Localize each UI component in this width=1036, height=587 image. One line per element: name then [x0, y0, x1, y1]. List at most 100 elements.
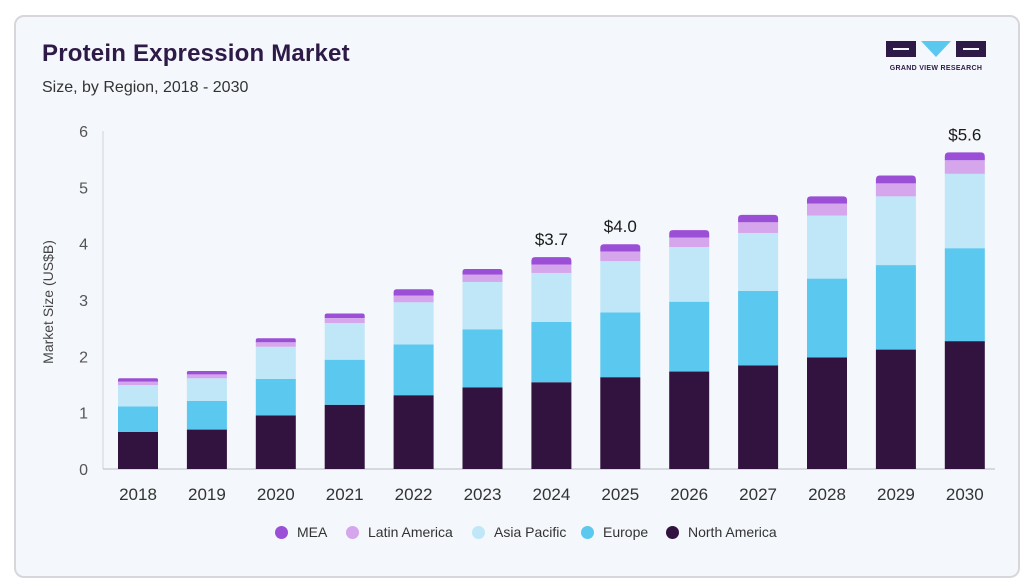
bar-segment-asia-pacific — [393, 302, 434, 345]
bar-segment-north-america — [875, 349, 916, 469]
bar-segment-latin-america — [255, 342, 296, 347]
bar-segment-mea — [875, 175, 916, 184]
x-tick-label: 2024 — [532, 485, 570, 504]
bar-segment-north-america — [944, 341, 985, 469]
bar-segment-europe — [875, 265, 916, 350]
bar-segment-asia-pacific — [118, 385, 158, 407]
bar-segment-asia-pacific — [944, 173, 985, 249]
legend-label: Latin America — [368, 524, 453, 540]
brand-name: GRAND VIEW RESEARCH — [889, 65, 983, 72]
bar-segment-asia-pacific — [600, 261, 641, 313]
bar-segment-asia-pacific — [186, 378, 227, 401]
bar-segment-latin-america — [186, 374, 227, 379]
grand-view-research-logo — [886, 41, 986, 57]
bar-segment-mea — [738, 214, 779, 223]
bar-segment-europe — [738, 290, 779, 366]
chart-title: Protein Expression Market — [42, 40, 350, 67]
x-tick-label: 2020 — [257, 485, 295, 504]
bar-segment-europe — [600, 312, 641, 378]
x-tick-label: 2025 — [601, 485, 639, 504]
y-tick-label: 1 — [79, 406, 88, 423]
bar-segment-asia-pacific — [531, 272, 572, 322]
bar-segment-asia-pacific — [807, 215, 847, 279]
y-tick-label: 3 — [79, 293, 88, 310]
bar-segment-north-america — [255, 415, 296, 469]
chart-card — [14, 15, 1020, 578]
x-tick-label: 2019 — [188, 485, 226, 504]
x-tick-label: 2021 — [326, 485, 364, 504]
bar-segment-north-america — [186, 429, 227, 469]
legend-swatch — [581, 525, 594, 539]
legend-swatch — [275, 525, 288, 539]
bar-segment-north-america — [531, 382, 572, 469]
data-label: $4.0 — [604, 217, 637, 236]
legend-swatch — [472, 525, 485, 539]
bar-segment-asia-pacific — [462, 281, 503, 330]
bar-segment-europe — [393, 344, 434, 396]
bar-segment-mea — [324, 313, 365, 319]
bar-segment-latin-america — [118, 381, 158, 386]
data-label: $5.6 — [948, 125, 981, 144]
data-label: $3.7 — [535, 230, 568, 249]
bar-segment-asia-pacific — [875, 196, 916, 266]
x-tick-label: 2023 — [464, 485, 502, 504]
legend-swatch — [346, 525, 359, 539]
y-tick-label: 0 — [79, 462, 88, 479]
legend-item-asia-pacific: Asia Pacific — [472, 524, 566, 540]
x-tick-label: 2022 — [395, 485, 433, 504]
bar-segment-north-america — [393, 395, 434, 469]
bar-segment-north-america — [600, 377, 641, 469]
bar-segment-latin-america — [944, 160, 985, 174]
bar-segment-mea — [462, 269, 503, 275]
chart-subtitle: Size, by Region, 2018 - 2030 — [42, 79, 249, 96]
bar-segment-europe — [255, 378, 296, 416]
bar-segment-asia-pacific — [324, 323, 365, 360]
bar-segment-mea — [531, 257, 572, 265]
bar-segment-asia-pacific — [255, 346, 296, 379]
bar-segment-mea — [944, 152, 985, 161]
y-tick-label: 4 — [79, 237, 88, 254]
y-tick-label: 5 — [79, 180, 88, 197]
bar-segment-north-america — [462, 387, 503, 469]
legend-item-europe: Europe — [581, 524, 648, 540]
x-tick-label: 2029 — [877, 485, 915, 504]
legend-label: Europe — [603, 524, 649, 540]
legend-label: Asia Pacific — [494, 524, 567, 540]
y-tick-label: 6 — [79, 124, 88, 141]
bar-segment-latin-america — [600, 251, 641, 262]
bar-segment-latin-america — [531, 264, 572, 273]
bar-segment-north-america — [669, 371, 710, 469]
legend-label: North America — [688, 524, 777, 540]
bar-segment-europe — [944, 248, 985, 342]
bar-segment-latin-america — [807, 203, 847, 216]
y-axis-label: Market Size (US$B) — [40, 240, 56, 364]
bar-segment-north-america — [118, 431, 158, 469]
bar-segment-mea — [186, 370, 227, 375]
bar-segment-latin-america — [738, 222, 779, 233]
bar-segment-north-america — [324, 404, 365, 469]
bar-segment-latin-america — [324, 318, 365, 324]
chart-legend: MEA Latin America Asia Pacific Europe North … — [0, 524, 1036, 546]
bar-segment-europe — [807, 278, 847, 358]
bar-segment-north-america — [738, 365, 779, 469]
bar-segment-asia-pacific — [738, 232, 779, 291]
legend-item-mea: MEA — [275, 524, 327, 540]
legend-item-latin-america: Latin America — [346, 524, 453, 540]
bar-segment-europe — [186, 400, 227, 430]
x-tick-label: 2030 — [946, 485, 984, 504]
bar-segment-latin-america — [462, 274, 503, 282]
y-tick-label: 2 — [79, 349, 88, 366]
bar-segment-mea — [255, 338, 296, 343]
logo-chevron — [921, 41, 951, 57]
bar-segment-north-america — [807, 357, 847, 469]
bar-segment-europe — [324, 359, 365, 405]
legend-item-north-america: North America — [666, 524, 777, 540]
bar-segment-latin-america — [393, 295, 434, 303]
legend-swatch — [666, 525, 679, 539]
bar-segment-europe — [531, 321, 572, 383]
x-tick-label: 2018 — [119, 485, 157, 504]
bar-segment-asia-pacific — [669, 247, 710, 302]
x-tick-label: 2026 — [670, 485, 708, 504]
bar-segment-mea — [600, 244, 641, 252]
